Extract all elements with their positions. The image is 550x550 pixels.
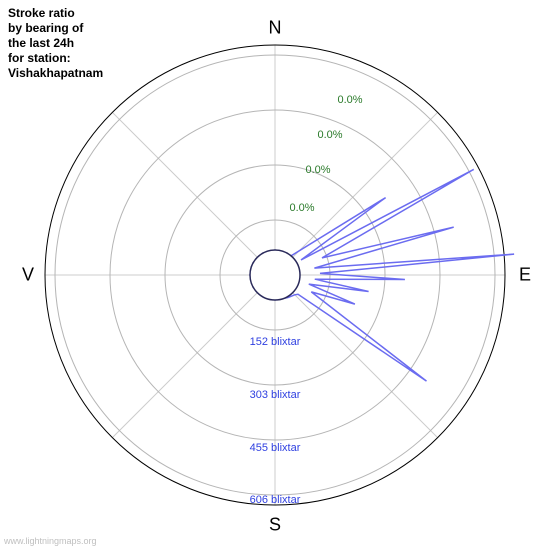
count-label-3: 606 blixtar [250, 494, 301, 506]
compass-v: V [22, 265, 34, 286]
compass-n: N [269, 18, 282, 39]
pct-label-0: 0.0% [337, 94, 362, 106]
compass-s: S [269, 515, 281, 536]
pct-label-1: 0.0% [317, 129, 342, 141]
polar-chart [0, 0, 550, 550]
pct-label-3: 0.0% [289, 202, 314, 214]
count-label-2: 455 blixtar [250, 442, 301, 454]
pct-label-2: 0.0% [305, 164, 330, 176]
compass-e: E [519, 265, 531, 286]
count-label-1: 303 blixtar [250, 389, 301, 401]
count-label-0: 152 blixtar [250, 336, 301, 348]
attribution-text: www.lightningmaps.org [4, 536, 97, 546]
chart-container: Stroke ratio by bearing of the last 24h … [0, 0, 550, 550]
